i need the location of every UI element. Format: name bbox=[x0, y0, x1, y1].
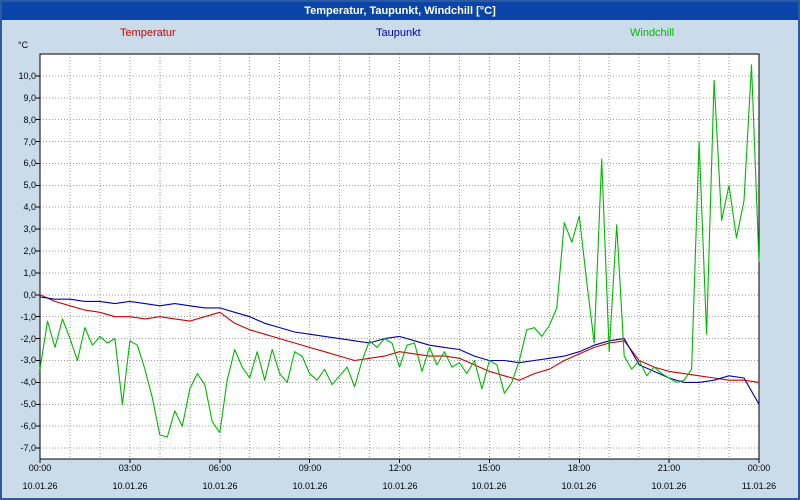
x-tick-time-label: 00:00 bbox=[747, 463, 771, 473]
x-tick-date-label: 10.01.26 bbox=[561, 481, 597, 491]
y-tick-label: -7,0 bbox=[20, 443, 36, 453]
plot-background bbox=[40, 54, 759, 459]
x-tick-time-label: 21:00 bbox=[657, 463, 681, 473]
x-tick-time-label: 15:00 bbox=[477, 463, 501, 473]
legend-windchill: Windchill bbox=[630, 27, 675, 39]
y-tick-label: 0,0 bbox=[23, 290, 36, 300]
x-tick-date-label: 10.01.26 bbox=[112, 481, 148, 491]
x-tick-time-label: 18:00 bbox=[567, 463, 591, 473]
y-tick-label: 9,0 bbox=[23, 93, 36, 103]
x-tick-time-label: 00:00 bbox=[28, 463, 52, 473]
series-line-taupunkt bbox=[39, 296, 760, 405]
y-tick-label: 3,0 bbox=[23, 224, 36, 234]
x-tick-date-label: 10.01.26 bbox=[471, 481, 507, 491]
y-tick-label: -1,0 bbox=[20, 312, 36, 322]
x-tick-date-label: 10.01.26 bbox=[202, 481, 238, 491]
y-tick-label: -6,0 bbox=[20, 421, 36, 431]
y-tick-label: 5,0 bbox=[23, 180, 36, 190]
window-title: Temperatur, Taupunkt, Windchill [°C] bbox=[304, 5, 496, 17]
x-tick-date-label: 11.01.26 bbox=[741, 481, 777, 491]
legend-temperatur: Temperatur bbox=[120, 27, 176, 39]
y-axis-unit-label: °C bbox=[18, 40, 29, 50]
legend-taupunkt: Taupunkt bbox=[376, 27, 421, 39]
y-tick-label: -3,0 bbox=[20, 355, 36, 365]
y-tick-label: -4,0 bbox=[20, 377, 36, 387]
y-tick-label: -2,0 bbox=[20, 334, 36, 344]
x-tick-time-label: 12:00 bbox=[388, 463, 412, 473]
y-tick-label: -5,0 bbox=[20, 399, 36, 409]
x-tick-date-label: 10.01.26 bbox=[22, 481, 58, 491]
y-tick-label: 6,0 bbox=[23, 158, 36, 168]
x-tick-date-label: 10.01.26 bbox=[651, 481, 687, 491]
x-tick-time-label: 03:00 bbox=[118, 463, 142, 473]
x-tick-date-label: 10.01.26 bbox=[292, 481, 328, 491]
y-tick-label: 2,0 bbox=[23, 246, 36, 256]
y-tick-label: 8,0 bbox=[23, 115, 36, 125]
y-tick-label: 10,0 bbox=[18, 71, 36, 81]
title-bar: Temperatur, Taupunkt, Windchill [°C] bbox=[2, 2, 798, 20]
y-tick-label: 7,0 bbox=[23, 137, 36, 147]
y-tick-label: 4,0 bbox=[23, 202, 36, 212]
x-tick-time-label: 06:00 bbox=[208, 463, 232, 473]
y-tick-label: 1,0 bbox=[23, 268, 36, 278]
series-line-windchill bbox=[39, 64, 760, 438]
x-tick-time-label: 09:00 bbox=[298, 463, 322, 473]
x-tick-date-label: 10.01.26 bbox=[382, 481, 418, 491]
